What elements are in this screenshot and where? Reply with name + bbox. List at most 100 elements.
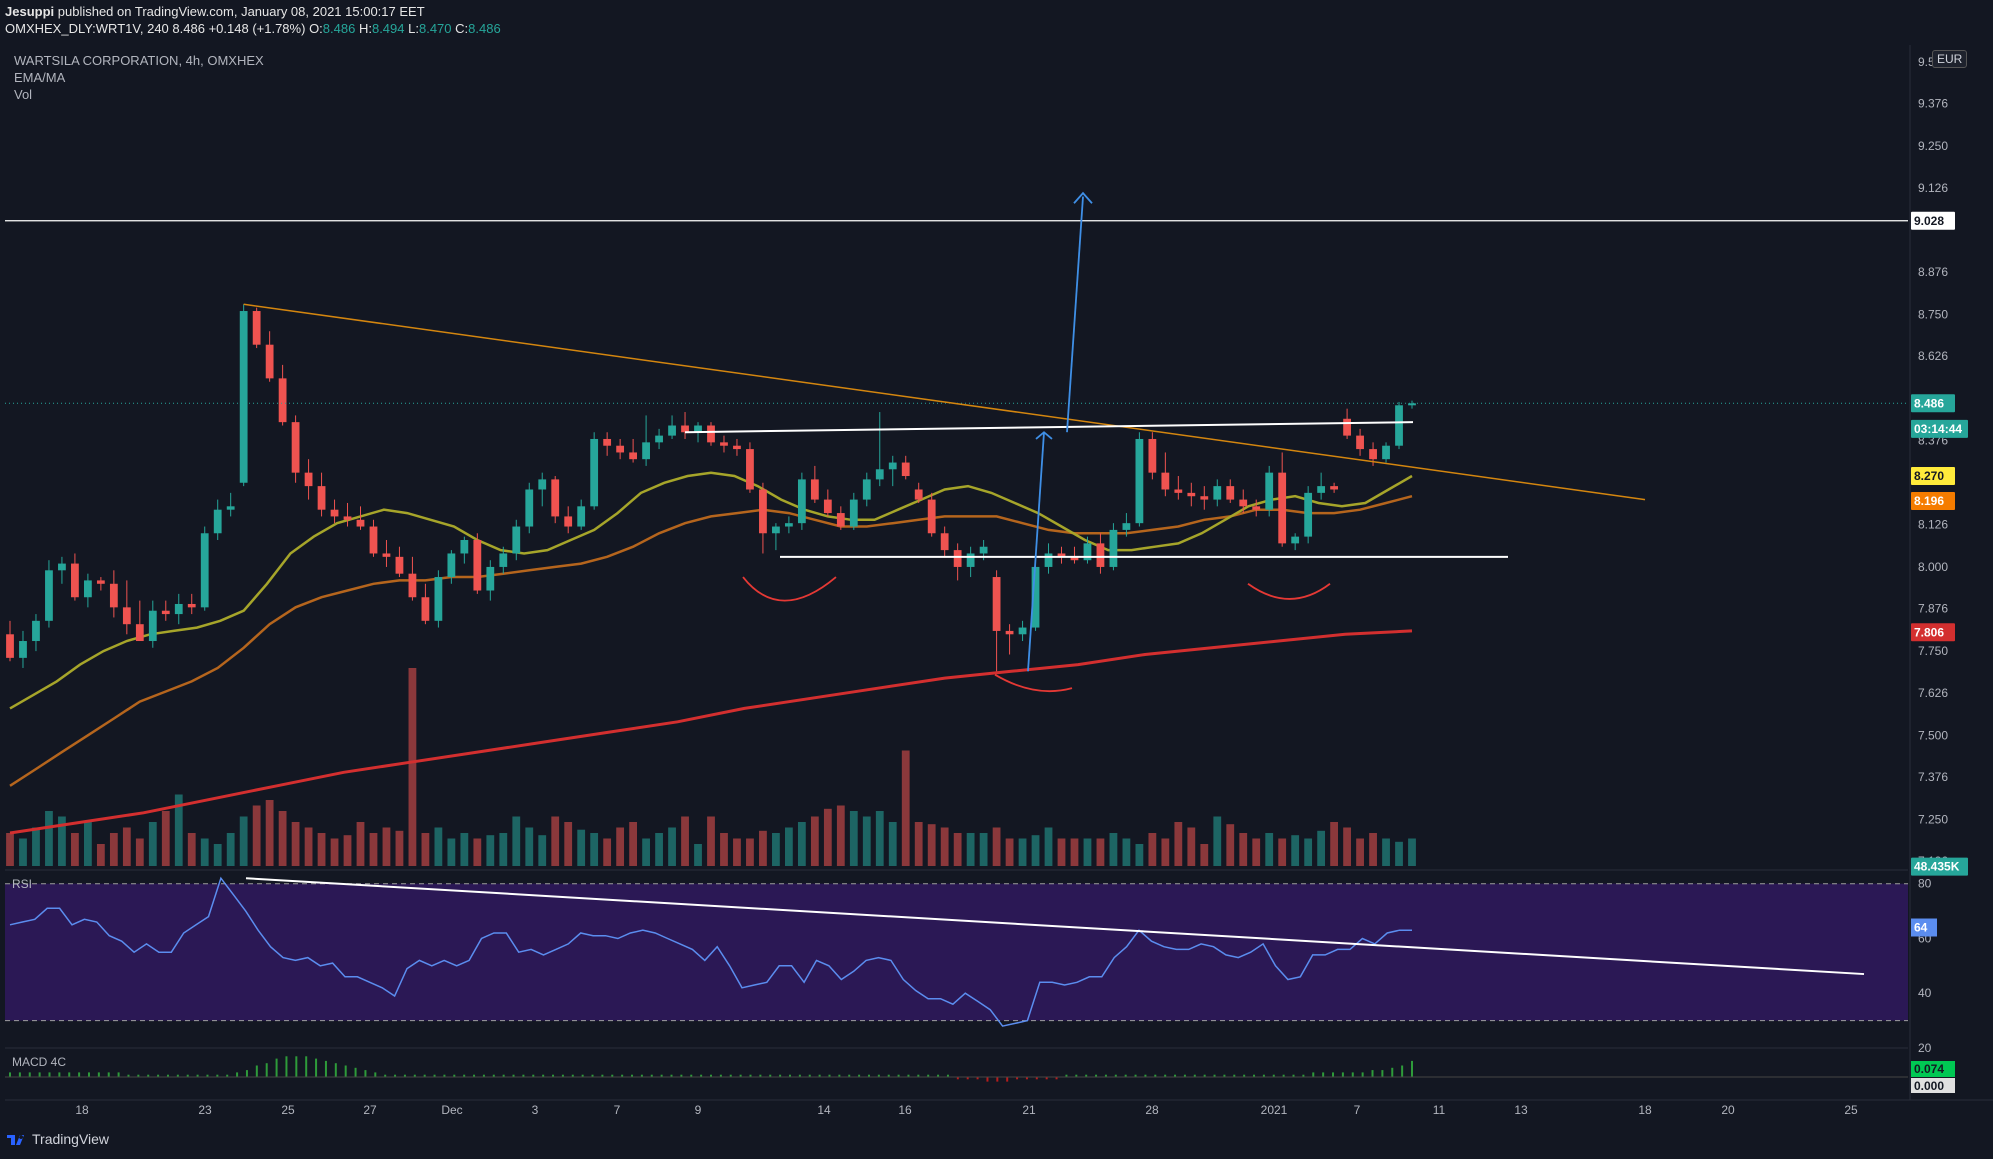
volume-bar: [823, 808, 832, 866]
volume-bar: [927, 824, 936, 866]
candle-body: [927, 499, 936, 534]
candle-body: [1226, 486, 1235, 500]
macd-hist-bar: [403, 1074, 406, 1077]
volume-bar: [1187, 827, 1196, 866]
candle-body: [135, 624, 144, 642]
macd-hist-bar: [255, 1065, 258, 1077]
indicator-macd-label[interactable]: MACD 4C: [12, 1055, 67, 1069]
rsi-value-tag: [1911, 918, 1937, 937]
indicator-ema-ma-label[interactable]: EMA/MA: [14, 70, 66, 85]
price-tag-label-hline: 9.028: [1914, 214, 1944, 228]
macd-hist-bar: [236, 1072, 239, 1077]
macd-hist-bar: [522, 1074, 525, 1077]
macd-hist-bar: [1411, 1060, 1413, 1077]
volume-bar: [226, 833, 235, 866]
volume-bar: [19, 838, 27, 866]
candle-body: [512, 526, 521, 554]
candle-body: [1343, 418, 1351, 436]
volume-bar: [720, 833, 728, 866]
candle-body: [629, 452, 638, 460]
volume-bar: [1083, 838, 1092, 866]
macd-hist-bar: [492, 1074, 495, 1077]
candle-body: [836, 513, 845, 527]
time-tick-label: 28: [1145, 1103, 1159, 1117]
candle-body: [1382, 445, 1390, 460]
macd-hist-bar: [305, 1056, 308, 1077]
macd-hist-bar: [78, 1072, 81, 1077]
macd-hist-bar: [1272, 1074, 1275, 1077]
volume-bar: [1226, 824, 1235, 866]
macd-hist-bar: [1065, 1074, 1068, 1077]
volume-bar: [538, 835, 547, 866]
indicator-rsi-label[interactable]: RSI: [12, 877, 33, 891]
candle-body: [888, 462, 897, 470]
candle-body: [681, 425, 689, 433]
volume-bar: [382, 827, 391, 866]
price-tick-label: 7.626: [1918, 686, 1948, 700]
macd-hist-bar: [700, 1074, 703, 1077]
macd-hist-bar: [759, 1074, 762, 1077]
price-tick-label: 8.750: [1918, 307, 1948, 321]
indicator-vol-label[interactable]: Vol: [14, 87, 33, 102]
head-curve: [994, 673, 1073, 693]
macd-hist-bar: [97, 1072, 100, 1077]
candle-body: [32, 620, 40, 642]
macd-hist-bar: [769, 1074, 772, 1077]
volume-bar: [1330, 822, 1339, 866]
price-tick-label: 7.876: [1918, 602, 1948, 616]
macd-hist-bar: [453, 1074, 456, 1077]
volume-bar: [1382, 838, 1390, 866]
volume-bar: [642, 838, 650, 866]
open-value: 8.486: [322, 21, 356, 36]
descending-trendline: [243, 303, 1646, 501]
symbol-text: OMXHEX_DLY:WRT1V, 240: [5, 21, 169, 36]
candle-body: [122, 607, 131, 625]
macd-hist-bar: [166, 1074, 169, 1077]
volume-bar: [512, 816, 521, 866]
macd-hist-bar: [1006, 1077, 1009, 1082]
volume-bar: [784, 827, 793, 866]
volume-bar: [45, 811, 53, 866]
candle-body: [577, 506, 586, 527]
volume-bar: [733, 838, 741, 866]
volume-bar: [901, 750, 910, 866]
candle-body: [369, 526, 378, 554]
currency-badge[interactable]: EUR: [1932, 50, 1968, 68]
candle-body: [992, 577, 1001, 631]
macd-hist-bar: [1322, 1072, 1325, 1077]
volume-bar: [525, 827, 534, 866]
volume-bar: [590, 833, 599, 866]
rsi-band: [5, 883, 1908, 1021]
macd-hist-bar: [186, 1074, 189, 1077]
time-tick-label: 3: [532, 1103, 539, 1117]
macd-hist-bar: [28, 1072, 31, 1077]
candle-body: [746, 449, 754, 490]
volume-bar: [499, 833, 508, 866]
macd-zero-label: 0.000: [1914, 1079, 1944, 1093]
volume-bar: [395, 830, 404, 866]
candle-body: [849, 499, 858, 527]
macd-hist-bar: [18, 1072, 21, 1077]
time-tick-label: 20: [1721, 1103, 1735, 1117]
publisher-name[interactable]: Jesuppi: [5, 4, 55, 19]
price-tag-label-volume: 48.435K: [1914, 860, 1960, 874]
time-tick-label: 25: [281, 1103, 295, 1117]
macd-hist-bar: [1371, 1070, 1374, 1077]
candle-body: [797, 479, 806, 524]
candle-body: [58, 563, 66, 571]
volume-bar: [862, 816, 871, 866]
open-label: O:: [309, 21, 323, 36]
macd-hist-bar: [690, 1074, 693, 1077]
rsi-line: [9, 876, 1412, 1027]
macd-hist-bar: [1104, 1074, 1107, 1077]
volume-bar: [875, 811, 884, 866]
footer-brand[interactable]: TradingView: [6, 1131, 109, 1147]
macd-hist-bar: [976, 1077, 979, 1080]
macd-hist-bar: [512, 1074, 515, 1077]
candle-body: [304, 472, 313, 487]
volume-bar: [58, 816, 66, 866]
macd-hist-bar: [1144, 1074, 1147, 1077]
candle-body: [1122, 523, 1131, 530]
macd-hist-bar: [394, 1074, 397, 1077]
